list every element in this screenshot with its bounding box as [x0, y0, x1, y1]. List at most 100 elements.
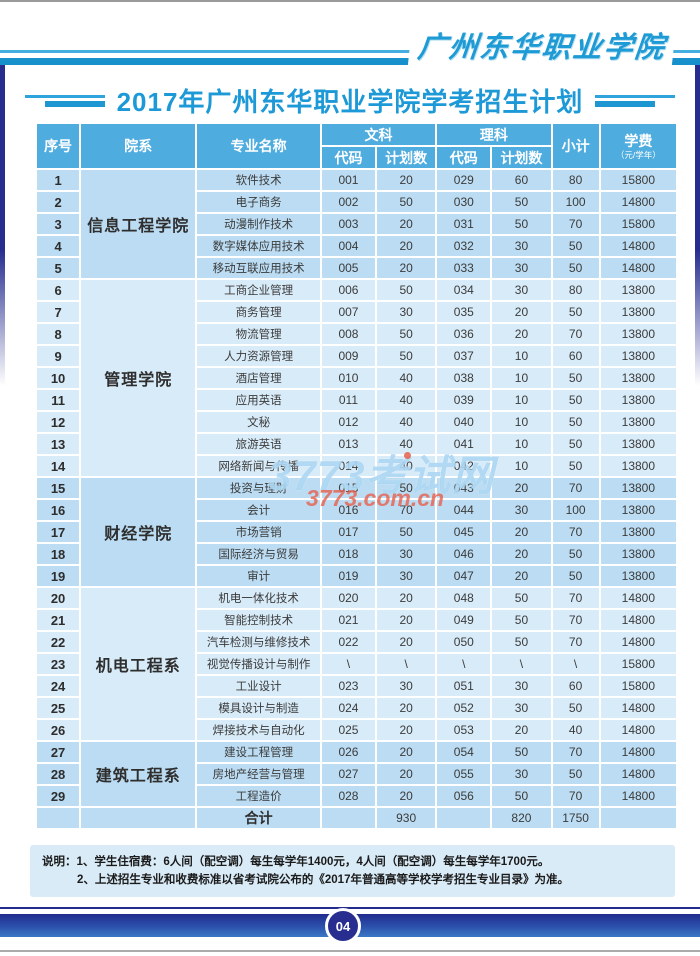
cell-no: 12 [37, 412, 80, 432]
banner-line-thick [0, 58, 700, 65]
cell-science-code: 050 [437, 632, 491, 652]
table-row: 6 管理学院 工商企业管理 006 50 034 30 80 13800 [37, 280, 676, 476]
cell-science-code: 041 [437, 434, 491, 454]
cell-arts-code: 016 [321, 500, 376, 520]
cell-major: 移动互联应用技术 [197, 258, 320, 278]
table-row: 21 智能控制技术 021 20 049 50 70 14800 [37, 610, 676, 630]
cell-major: 审计 [197, 566, 320, 586]
cell-tuition: 15800 [600, 170, 676, 190]
cell-tuition: 14800 [600, 236, 676, 256]
table-header: 序号 院系 专业名称 文科 理科 小计 学费 （元/学年） 代码 计划数 代码 … [37, 124, 676, 168]
header-science-plan: 计划数 [492, 147, 551, 168]
cell-arts-code: 009 [321, 346, 376, 366]
cell-tuition: 13800 [600, 302, 676, 322]
cell-science-plan: 10 [492, 390, 551, 410]
title-decoration-right [595, 94, 676, 107]
header-subtotal: 小计 [552, 124, 599, 168]
cell-arts-code: 028 [321, 786, 376, 806]
cell-arts-plan: 50 [377, 522, 436, 542]
cell-science-plan: 20 [492, 478, 551, 498]
table-row: 16 会计 016 70 044 30 100 13800 [37, 500, 676, 520]
cell-no: 7 [37, 302, 80, 322]
cell-no: 9 [37, 346, 80, 366]
cell-arts-plan: 20 [377, 588, 436, 608]
cell-arts-plan: 20 [377, 170, 436, 190]
cell-major: 物流管理 [197, 324, 320, 344]
cell-tuition: 13800 [600, 324, 676, 344]
cell-tuition: 14800 [600, 610, 676, 630]
cell-science-plan: 30 [492, 676, 551, 696]
note-line-2: 2、上述招生专业和收费标准以省考试院公布的《2017年普通高等学校学考招生专业目… [77, 874, 569, 887]
cell-arts-plan: 40 [377, 434, 436, 454]
cell-no: 2 [37, 192, 80, 212]
cell-arts-plan: 20 [377, 258, 436, 278]
table-row: 2 电子商务 002 50 030 50 100 14800 [37, 192, 676, 212]
cell-tuition: 13800 [600, 500, 676, 520]
table-row: 25 模具设计与制造 024 20 052 30 50 14800 [37, 698, 676, 718]
cell-arts-plan-total: 930 [377, 808, 436, 828]
cell-subtotal: 50 [552, 434, 599, 454]
cell-arts-code: 024 [321, 698, 376, 718]
cell-science-plan: 30 [492, 698, 551, 718]
cell-science-plan: 50 [492, 192, 551, 212]
cell-no: 8 [37, 324, 80, 344]
cell-arts-code: 017 [321, 522, 376, 542]
cell-science-code: 047 [437, 566, 491, 586]
department-cell: 机电工程系 [81, 588, 196, 740]
cell-science-plan: 30 [492, 500, 551, 520]
cell-science-code: 046 [437, 544, 491, 564]
footer-rule [0, 907, 700, 909]
cell-science-plan: 10 [492, 456, 551, 476]
cell-tuition: 13800 [600, 522, 676, 542]
cell-subtotal: 70 [552, 632, 599, 652]
cell-arts-code: 027 [321, 764, 376, 784]
header-tuition-label: 学费 [624, 133, 653, 149]
cell-no: 14 [37, 456, 80, 476]
cell-science-code: 045 [437, 522, 491, 542]
cell-major: 人力资源管理 [197, 346, 320, 366]
cell-major: 房地产经营与管理 [197, 764, 320, 784]
cell-science-plan: 30 [492, 764, 551, 784]
cell-arts-code: 010 [321, 368, 376, 388]
cell-no: 20 [37, 588, 80, 608]
cell-science-plan: 20 [492, 302, 551, 322]
cell-no: 17 [37, 522, 80, 542]
header-no: 序号 [37, 124, 80, 168]
cell-major: 市场营销 [197, 522, 320, 542]
table-row: 9 人力资源管理 009 50 037 10 60 13800 [37, 346, 676, 366]
cell-arts-plan: 30 [377, 544, 436, 564]
table-row: 3 动漫制作技术 003 20 031 50 70 15800 [37, 214, 676, 234]
cell-subtotal: 70 [552, 324, 599, 344]
cell-arts-plan: 50 [377, 324, 436, 344]
cell-science-code [437, 808, 491, 828]
cell-science-code: 056 [437, 786, 491, 806]
cell-subtotal: 70 [552, 214, 599, 234]
watermark-dot [404, 452, 411, 459]
cell-subtotal: 50 [552, 302, 599, 322]
cell-major: 应用英语 [197, 390, 320, 410]
cell-subtotal: 50 [552, 566, 599, 586]
cell-no: 18 [37, 544, 80, 564]
cell-major: 商务管理 [197, 302, 320, 322]
cell-no: 15 [37, 478, 80, 498]
cell-science-code: 044 [437, 500, 491, 520]
header-arts-plan: 计划数 [377, 147, 436, 168]
cell-major: 会计 [197, 500, 320, 520]
page-bottom-edge [0, 950, 700, 952]
cell-science-code: 052 [437, 698, 491, 718]
cell-arts-code [321, 808, 376, 828]
cell-no: 21 [37, 610, 80, 630]
cell-tuition: 13800 [600, 368, 676, 388]
cell-science-code: 049 [437, 610, 491, 630]
table-row: 26 焊接技术与自动化 025 20 053 20 40 14800 [37, 720, 676, 740]
cell-tuition: 14800 [600, 764, 676, 784]
header-tuition-unit: （元/学年） [615, 150, 661, 160]
table-row: 1 信息工程学院 软件技术 001 20 029 60 80 15800 [37, 170, 676, 278]
cell-tuition: 14800 [600, 588, 676, 608]
cell-subtotal: 60 [552, 346, 599, 366]
cell-no: 13 [37, 434, 80, 454]
cell-major: 软件技术 [197, 170, 320, 190]
cell-no: 4 [37, 236, 80, 256]
cell-arts-plan: 20 [377, 742, 436, 762]
cell-tuition: 13800 [600, 544, 676, 564]
